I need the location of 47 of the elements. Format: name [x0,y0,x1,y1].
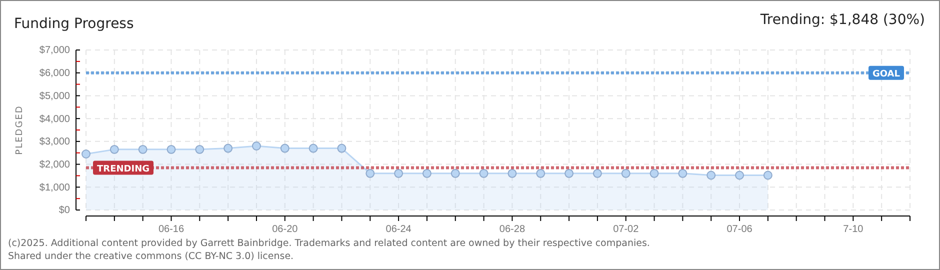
chart-title: Funding Progress [14,16,134,32]
point [450,168,460,178]
x-tick-label: 07-02 [613,224,640,236]
y-axis-title: PLEDGED [15,105,25,155]
y-tick-label: $0 [58,205,70,216]
point [479,168,488,178]
point [763,170,772,180]
point [195,144,204,154]
ref-line-label: TRENDING [97,164,150,174]
point [508,168,517,178]
point [621,168,630,178]
point [592,168,602,178]
point [308,144,318,153]
x-tick-label: 06-24 [386,224,412,236]
point [366,168,375,178]
point [394,168,404,178]
y-tick-label: $7,000 [39,45,70,56]
point [678,168,688,178]
point [166,144,176,154]
point [138,144,148,154]
point [536,168,546,178]
y-tick-label: $2,000 [39,159,70,170]
x-tick-label: 7-10 [843,224,864,236]
y-tick-label: $5,000 [39,90,70,102]
point [110,144,119,154]
y-tick-label: $4,000 [39,114,70,125]
point [252,142,261,150]
text: (c)2025. Additional content provided by Garrett Bainbridge. Trademarks and related content are owned by their respective companies. [8,238,650,249]
x-tick-label: 06-28 [499,224,526,236]
point [422,168,432,178]
x-tick-label: 06-16 [158,224,184,236]
text: Trending: $1,848 (30%) [759,12,925,28]
point [650,168,659,178]
point [337,144,346,153]
point [224,144,233,153]
x-tick-label: 06-20 [272,224,298,236]
point [82,150,90,158]
y-tick-label: $3,000 [39,136,70,148]
point [706,170,716,180]
point [735,170,744,180]
ref-line-label: GOAL [872,69,900,80]
point [564,168,574,178]
y-tick-label: $6,000 [39,68,70,80]
point [280,144,290,153]
y-tick-label: $1,000 [39,182,70,194]
x-tick-label: 07-06 [726,224,753,236]
text: Shared under the creative commons (CC BY-NC 3.0) license. [8,251,294,262]
